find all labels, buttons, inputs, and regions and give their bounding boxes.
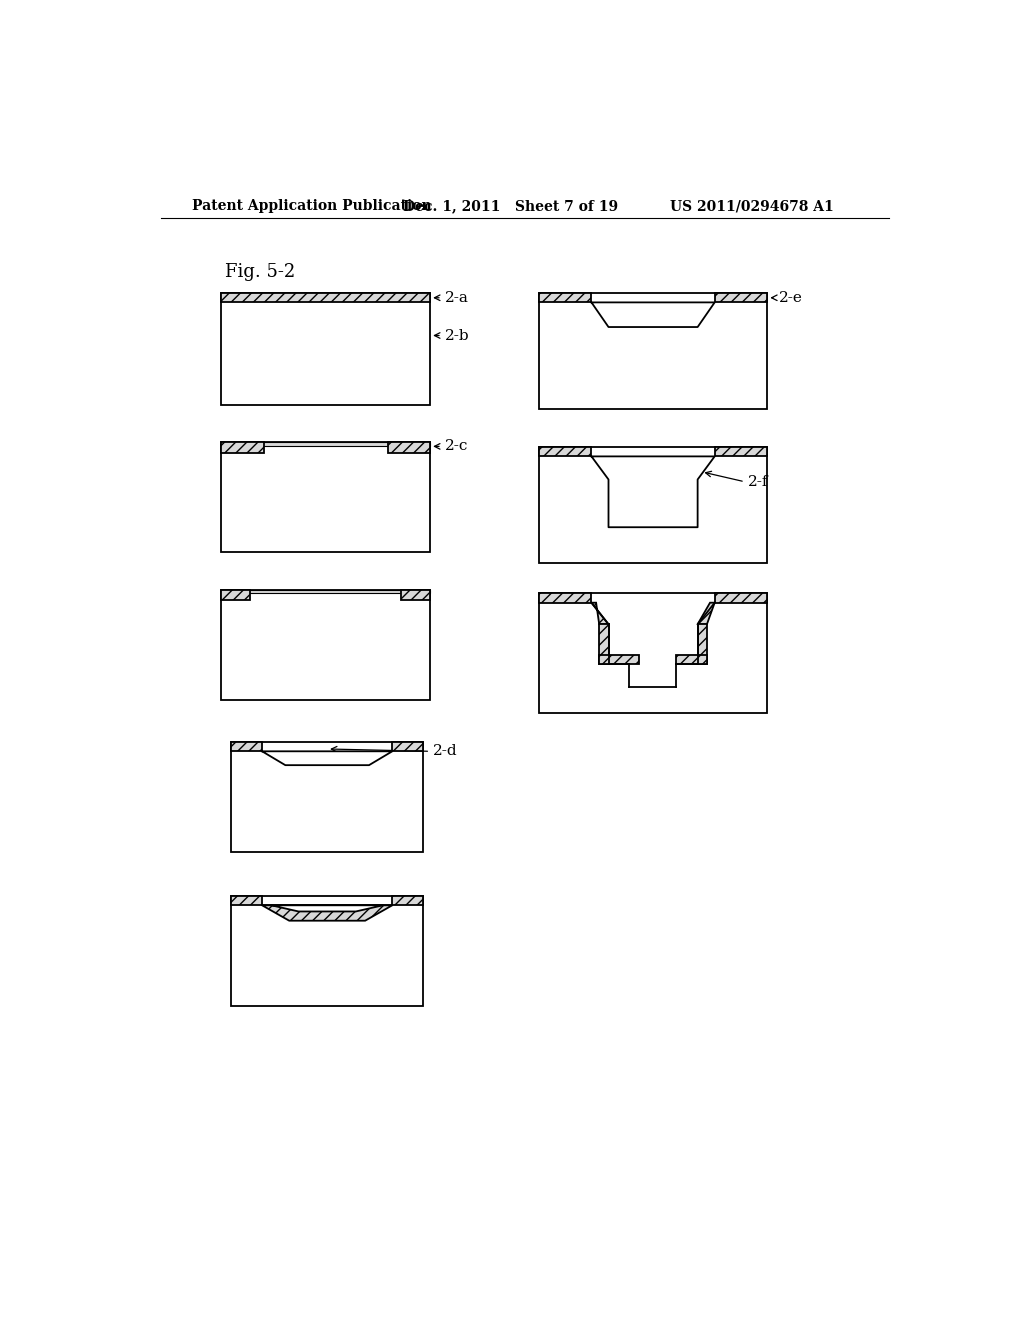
Bar xyxy=(231,742,423,853)
Text: Patent Application Publication: Patent Application Publication xyxy=(191,199,431,213)
Bar xyxy=(539,293,592,302)
Bar xyxy=(539,293,767,409)
Bar xyxy=(221,293,430,405)
Text: 2-a: 2-a xyxy=(445,290,469,305)
Bar xyxy=(400,590,430,601)
Bar xyxy=(539,447,592,457)
Polygon shape xyxy=(262,906,392,921)
Bar xyxy=(715,594,767,603)
Bar xyxy=(231,896,262,906)
Bar xyxy=(221,590,430,594)
Bar xyxy=(539,594,767,713)
Bar xyxy=(221,293,430,302)
Polygon shape xyxy=(592,457,715,527)
Polygon shape xyxy=(262,751,392,766)
Bar xyxy=(221,590,251,601)
Text: 2-e: 2-e xyxy=(779,290,803,305)
Bar xyxy=(599,624,608,664)
Text: US 2011/0294678 A1: US 2011/0294678 A1 xyxy=(671,199,835,213)
Polygon shape xyxy=(271,906,383,911)
Text: 2-c: 2-c xyxy=(445,440,468,453)
Bar xyxy=(676,655,707,664)
Text: Dec. 1, 2011   Sheet 7 of 19: Dec. 1, 2011 Sheet 7 of 19 xyxy=(403,199,618,213)
Bar xyxy=(392,742,423,751)
Bar xyxy=(539,447,767,562)
Bar xyxy=(388,442,430,453)
Bar xyxy=(221,442,430,552)
Bar xyxy=(231,742,262,751)
Bar xyxy=(697,624,707,664)
Bar xyxy=(231,896,423,1006)
Text: 2-d: 2-d xyxy=(433,744,458,758)
Bar xyxy=(221,590,430,700)
Text: 2-f: 2-f xyxy=(748,475,768,488)
Bar xyxy=(715,447,767,457)
Bar xyxy=(221,442,263,453)
Polygon shape xyxy=(592,603,608,624)
Bar xyxy=(221,442,430,446)
Text: 2-b: 2-b xyxy=(445,329,470,342)
Polygon shape xyxy=(592,302,715,327)
Bar xyxy=(539,594,592,603)
Bar xyxy=(599,655,639,664)
Polygon shape xyxy=(697,603,715,624)
Bar xyxy=(392,896,423,906)
Text: Fig. 5-2: Fig. 5-2 xyxy=(225,264,295,281)
Bar xyxy=(715,293,767,302)
